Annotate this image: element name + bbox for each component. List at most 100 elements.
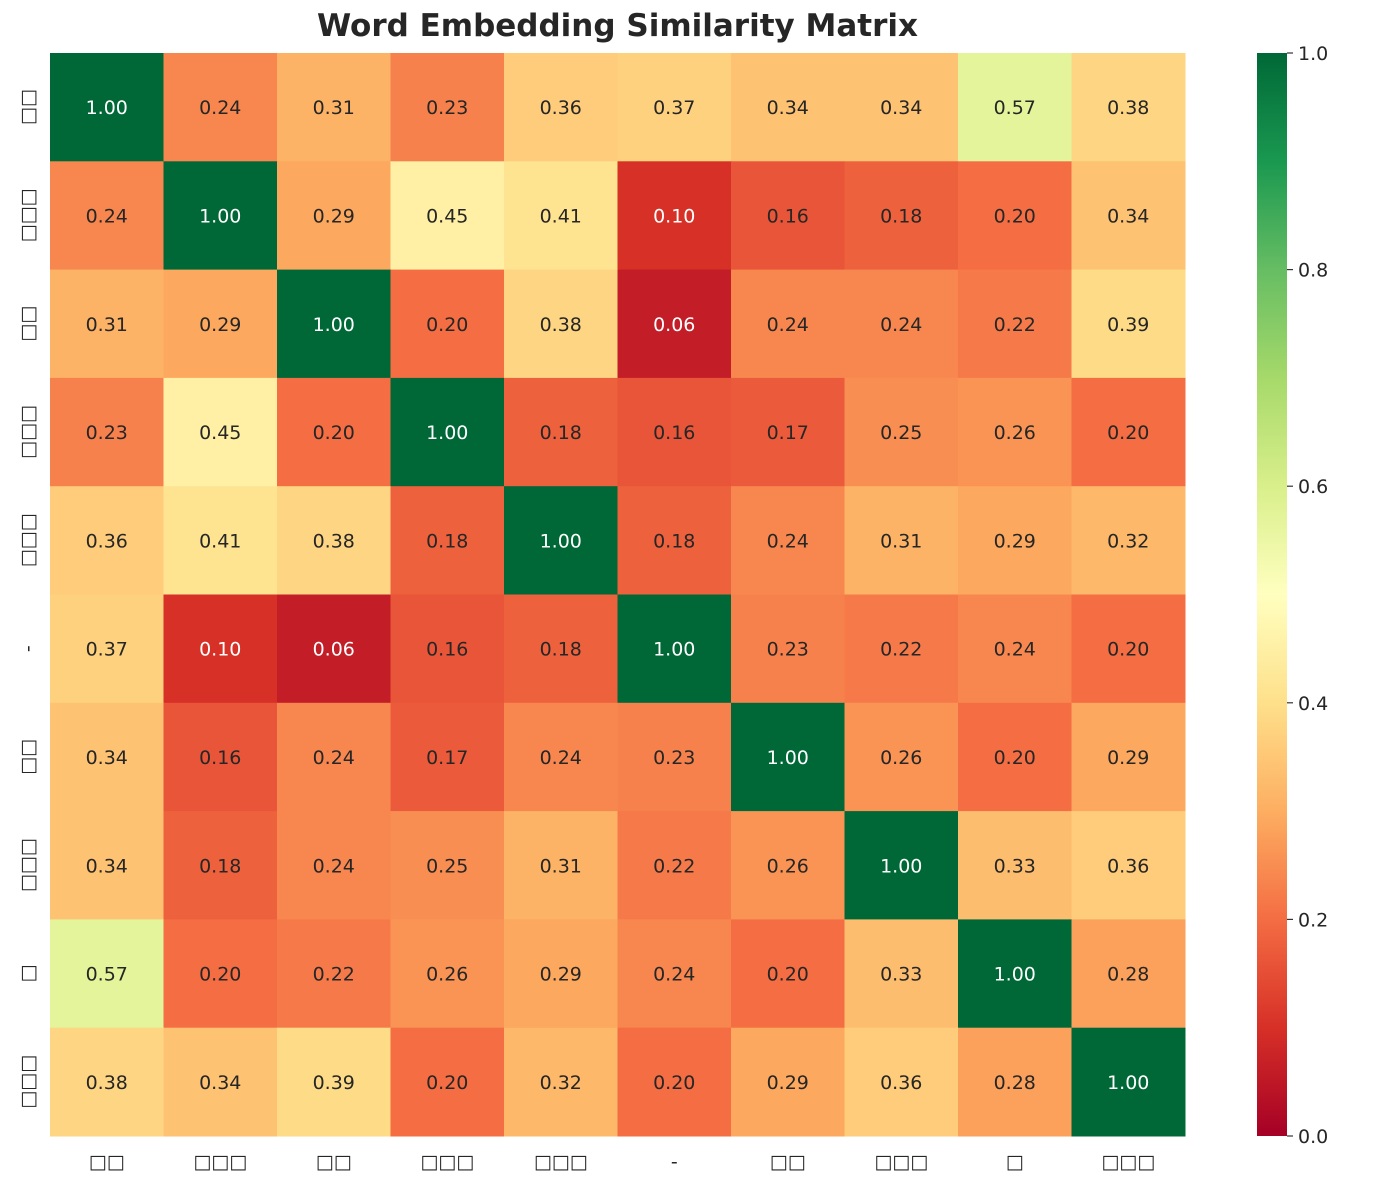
cell-annotation: 0.25 xyxy=(880,422,922,444)
cell-annotation: 0.16 xyxy=(199,747,241,769)
cell-annotation: 0.45 xyxy=(426,205,468,227)
heatmap-cell xyxy=(504,1027,618,1137)
cell-annotation: 1.00 xyxy=(426,422,468,444)
heatmap-cell xyxy=(1071,53,1186,162)
y-tick-label: □□□ xyxy=(17,189,39,243)
cell-annotation: 0.24 xyxy=(880,314,922,336)
cell-annotation: 0.16 xyxy=(426,639,468,661)
cell-annotation: 0.20 xyxy=(1107,422,1149,444)
cell-annotation: 1.00 xyxy=(767,747,809,769)
cell-annotation: 1.00 xyxy=(1107,1072,1149,1094)
heatmap-cell xyxy=(50,594,164,704)
cell-annotation: 0.16 xyxy=(653,422,695,444)
cell-annotation: 0.31 xyxy=(540,855,582,877)
heatmap-cell xyxy=(277,377,391,487)
heatmap-cell xyxy=(617,919,732,1029)
heatmap-cell xyxy=(277,594,391,704)
cell-annotation: 1.00 xyxy=(880,855,922,877)
heatmap-cell xyxy=(277,1027,391,1137)
cell-annotation: 0.20 xyxy=(994,205,1036,227)
colorbar xyxy=(1257,53,1287,1136)
heatmap-cell xyxy=(617,1027,732,1137)
heatmap-cell xyxy=(844,594,959,704)
heatmap-cell xyxy=(163,161,278,271)
colorbar-tick-label: 0.6 xyxy=(1298,476,1328,498)
colorbar-tick-label: 0.4 xyxy=(1298,693,1328,715)
heatmap-cell xyxy=(731,161,845,271)
cell-annotation: 0.16 xyxy=(767,205,809,227)
heatmap-cell xyxy=(731,53,845,162)
y-tick-label: - xyxy=(17,645,39,652)
heatmap-cell xyxy=(844,486,959,595)
heatmap-cell xyxy=(731,702,845,812)
heatmap-cell xyxy=(844,811,959,920)
heatmap-cell xyxy=(731,594,845,704)
heatmap-cell xyxy=(958,486,1072,595)
heatmap-cell xyxy=(277,486,391,595)
heatmap-cell xyxy=(617,161,732,271)
cell-annotation: 0.29 xyxy=(767,1072,809,1094)
heatmap-cell xyxy=(958,377,1072,487)
heatmap-cell xyxy=(958,53,1072,162)
cell-annotation: 0.24 xyxy=(540,747,582,769)
cell-annotation: 0.34 xyxy=(86,747,128,769)
cell-annotation: 0.31 xyxy=(86,314,128,336)
heatmap-cell xyxy=(958,269,1072,379)
cell-annotation: 0.26 xyxy=(426,964,468,986)
cell-annotation: 0.24 xyxy=(199,97,241,119)
cell-annotation: 0.34 xyxy=(1107,205,1149,227)
cell-annotation: 0.32 xyxy=(1107,530,1149,552)
cell-annotation: 0.10 xyxy=(653,205,695,227)
cell-annotation: 0.36 xyxy=(86,530,128,552)
heatmap-cell xyxy=(617,702,732,812)
cell-annotation: 0.22 xyxy=(880,639,922,661)
x-tick-label: □□ xyxy=(89,1151,125,1173)
heatmap-cell xyxy=(50,377,164,487)
heatmap-cell xyxy=(1071,594,1186,704)
heatmap-cell xyxy=(504,594,618,704)
colorbar-tick-label: 1.0 xyxy=(1298,43,1328,65)
cell-annotation: 0.37 xyxy=(86,639,128,661)
cell-annotation: 0.22 xyxy=(994,314,1036,336)
heatmap-cell xyxy=(390,377,505,487)
heatmap-cell xyxy=(163,377,278,487)
heatmap-cell xyxy=(50,161,164,271)
colorbar-tick-label: 0.2 xyxy=(1298,909,1328,931)
heatmap-cell xyxy=(277,53,391,162)
y-tick-label: □□ xyxy=(17,89,39,125)
cell-annotation: 1.00 xyxy=(313,314,355,336)
heatmap-cell xyxy=(390,161,505,271)
heatmap-cell xyxy=(504,161,618,271)
heatmap-cell xyxy=(390,1027,505,1137)
heatmap-cell xyxy=(844,377,959,487)
heatmap-cell xyxy=(958,811,1072,920)
heatmap-cell xyxy=(390,486,505,595)
heatmap-cell xyxy=(390,702,505,812)
cell-annotation: 0.38 xyxy=(540,314,582,336)
cell-annotation: 0.29 xyxy=(199,314,241,336)
cell-annotation: 0.36 xyxy=(540,97,582,119)
x-tick-label: □□□ xyxy=(193,1151,247,1173)
heatmap-cell xyxy=(50,702,164,812)
heatmap-cell xyxy=(390,919,505,1029)
heatmap-cell xyxy=(50,53,164,162)
x-tick-label: - xyxy=(671,1151,678,1173)
cell-annotation: 0.34 xyxy=(199,1072,241,1094)
heatmap-cell xyxy=(844,702,959,812)
cell-annotation: 0.39 xyxy=(313,1072,355,1094)
x-tick-label: □□ xyxy=(316,1151,352,1173)
cell-annotation: 0.29 xyxy=(540,964,582,986)
heatmap-cell xyxy=(50,269,164,379)
cell-annotation: 0.37 xyxy=(653,97,695,119)
cell-annotation: 0.20 xyxy=(767,964,809,986)
y-tick-label: □□ xyxy=(17,739,39,775)
heatmap-cell xyxy=(958,702,1072,812)
heatmap-cell xyxy=(504,811,618,920)
heatmap-cell xyxy=(163,594,278,704)
heatmap-cell xyxy=(277,919,391,1029)
cell-annotation: 0.20 xyxy=(1107,639,1149,661)
cell-annotation: 1.00 xyxy=(994,964,1036,986)
cell-annotation: 0.20 xyxy=(199,964,241,986)
heatmap-cell xyxy=(163,269,278,379)
heatmap-cell xyxy=(277,702,391,812)
